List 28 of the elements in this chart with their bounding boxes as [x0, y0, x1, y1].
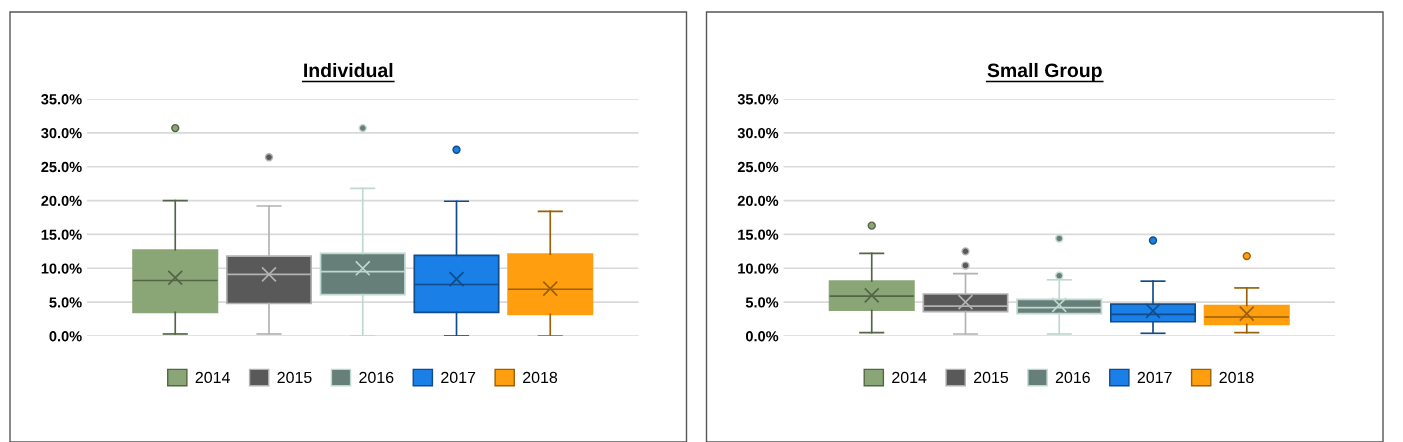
- legend-label: 2017: [1137, 371, 1172, 384]
- legend-label: 2015: [277, 371, 312, 384]
- y-tick-label: 20.0%: [41, 195, 82, 206]
- y-tick-label: 5.0%: [745, 297, 779, 308]
- y-tick-label: 35.0%: [41, 94, 82, 105]
- y-tick-label: 20.0%: [737, 195, 779, 206]
- legend-label: 2016: [359, 371, 394, 384]
- y-tick-label: 5.0%: [49, 297, 82, 308]
- y-tick-label: 15.0%: [41, 229, 82, 240]
- y-tick-label: 25.0%: [737, 161, 779, 173]
- y-tick-label: 10.0%: [738, 263, 779, 274]
- y-tick-label: 10.0%: [41, 263, 82, 274]
- chart-title: Small Group: [987, 62, 1102, 82]
- legend-label: 2018: [1219, 371, 1254, 384]
- legend-label: 2015: [974, 371, 1009, 384]
- y-tick-label: 0.0%: [745, 331, 779, 342]
- y-tick-label: 0.0%: [49, 331, 82, 342]
- y-tick-label: 30.0%: [737, 127, 779, 139]
- legend-label: 2018: [523, 371, 558, 384]
- y-tick-label: 30.0%: [41, 127, 82, 139]
- chart-title: Individual: [304, 62, 393, 78]
- legend-label: 2014: [195, 371, 230, 384]
- legend-label: 2014: [892, 371, 927, 384]
- y-tick-label: 25.0%: [41, 161, 82, 173]
- legend-label: 2016: [1055, 371, 1090, 384]
- y-tick-label: 15.0%: [738, 229, 779, 240]
- legend-label: 2017: [441, 371, 476, 384]
- y-tick-label: 35.0%: [737, 94, 779, 105]
